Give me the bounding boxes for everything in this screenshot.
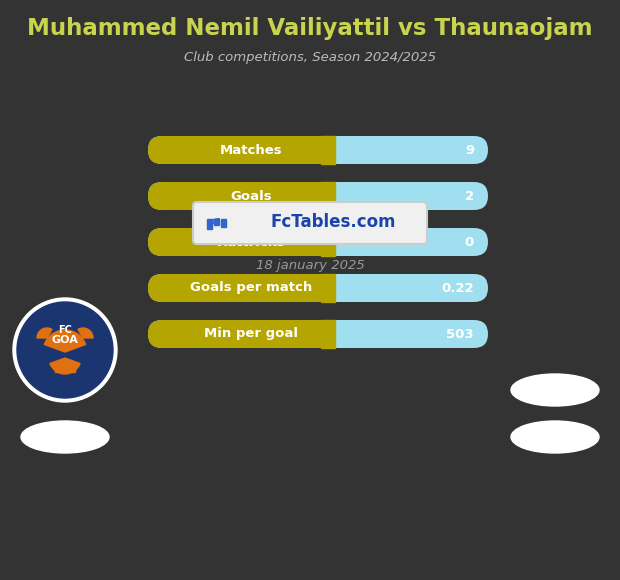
Bar bbox=[221, 219, 226, 227]
Text: 0.22: 0.22 bbox=[441, 281, 474, 295]
Bar bbox=[321, 320, 335, 348]
Bar bbox=[321, 182, 335, 210]
Text: 9: 9 bbox=[465, 143, 474, 157]
FancyBboxPatch shape bbox=[148, 274, 335, 302]
FancyBboxPatch shape bbox=[148, 320, 335, 348]
Text: GOA: GOA bbox=[51, 335, 79, 345]
FancyBboxPatch shape bbox=[148, 274, 488, 302]
Text: 18 january 2025: 18 january 2025 bbox=[255, 259, 365, 271]
FancyBboxPatch shape bbox=[148, 320, 488, 348]
Circle shape bbox=[17, 302, 113, 398]
Text: Matches: Matches bbox=[219, 143, 282, 157]
Text: Muhammed Nemil Vailiyattil vs Thaunaojam: Muhammed Nemil Vailiyattil vs Thaunaojam bbox=[27, 16, 593, 39]
Ellipse shape bbox=[21, 421, 109, 453]
Text: 503: 503 bbox=[446, 328, 474, 340]
Text: FC: FC bbox=[58, 325, 72, 335]
Wedge shape bbox=[78, 328, 93, 338]
Text: Min per goal: Min per goal bbox=[204, 328, 298, 340]
FancyBboxPatch shape bbox=[148, 182, 335, 210]
Bar bbox=[321, 228, 335, 256]
Bar bbox=[55, 362, 75, 372]
FancyBboxPatch shape bbox=[148, 228, 488, 256]
FancyBboxPatch shape bbox=[148, 182, 488, 210]
Circle shape bbox=[13, 298, 117, 402]
Ellipse shape bbox=[511, 374, 599, 406]
FancyBboxPatch shape bbox=[148, 136, 488, 164]
Bar bbox=[214, 219, 219, 225]
Bar bbox=[321, 136, 335, 164]
Text: Goals per match: Goals per match bbox=[190, 281, 312, 295]
Bar bbox=[321, 274, 335, 302]
Text: Club competitions, Season 2024/2025: Club competitions, Season 2024/2025 bbox=[184, 50, 436, 63]
FancyBboxPatch shape bbox=[148, 228, 335, 256]
Wedge shape bbox=[44, 330, 86, 352]
Text: Goals: Goals bbox=[230, 190, 272, 202]
Text: 2: 2 bbox=[465, 190, 474, 202]
FancyBboxPatch shape bbox=[148, 136, 335, 164]
Ellipse shape bbox=[511, 421, 599, 453]
Text: Hattricks: Hattricks bbox=[216, 235, 285, 248]
FancyBboxPatch shape bbox=[193, 202, 427, 244]
Wedge shape bbox=[37, 328, 52, 338]
Wedge shape bbox=[50, 358, 80, 374]
Text: FcTables.com: FcTables.com bbox=[270, 213, 396, 231]
Bar bbox=[207, 219, 212, 229]
Text: 0: 0 bbox=[465, 235, 474, 248]
